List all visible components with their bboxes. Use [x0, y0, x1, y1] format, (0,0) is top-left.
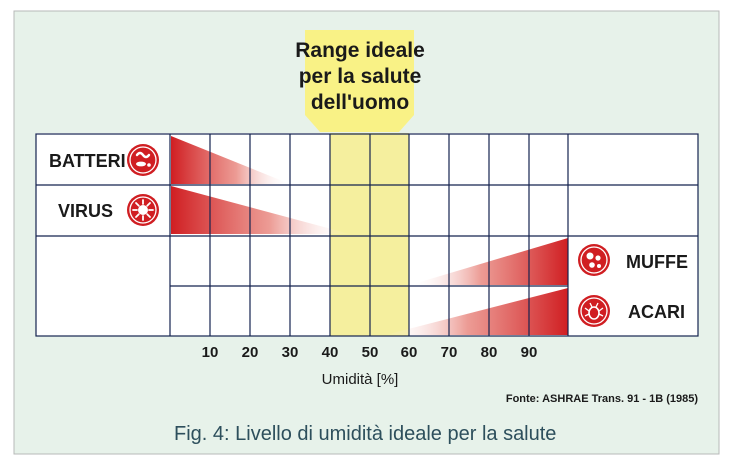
row-label-batteri: BATTERI — [49, 151, 126, 171]
ideal-range-label-line-1: Range ideale — [295, 39, 425, 62]
tick-label: 90 — [521, 344, 538, 361]
tick-label: 20 — [242, 344, 259, 361]
mite-icon — [578, 295, 610, 327]
row-label-virus: VIRUS — [58, 201, 113, 221]
tick-label: 80 — [481, 344, 498, 361]
tick-label: 50 — [362, 344, 379, 361]
tick-label: 70 — [441, 344, 458, 361]
ideal-range-label-line-2: per la salute — [299, 65, 422, 88]
x-axis-label: Umidità [%] — [322, 371, 399, 388]
ideal-range-box — [305, 30, 414, 132]
virus-icon — [127, 194, 159, 226]
tick-label: 10 — [202, 344, 219, 361]
tick-label: 60 — [401, 344, 418, 361]
ideal-range-label-line-3: dell'uomo — [311, 91, 409, 114]
row-label-acari: ACARI — [628, 302, 685, 322]
bacteria-icon — [127, 144, 159, 176]
virus-risk-wedge — [171, 186, 350, 234]
mold-icon — [578, 244, 610, 276]
bacteria-risk-wedge — [171, 136, 290, 184]
figure-caption: Fig. 4: Livello di umidità ideale per la… — [174, 423, 556, 445]
mite-risk-wedge — [385, 288, 568, 335]
table-grid — [35, 133, 699, 337]
tick-label: 40 — [322, 344, 339, 361]
tick-label: 30 — [282, 344, 299, 361]
source-note: Fonte: ASHRAE Trans. 91 - 1B (1985) — [506, 393, 698, 405]
row-label-muffe: MUFFE — [626, 252, 688, 272]
